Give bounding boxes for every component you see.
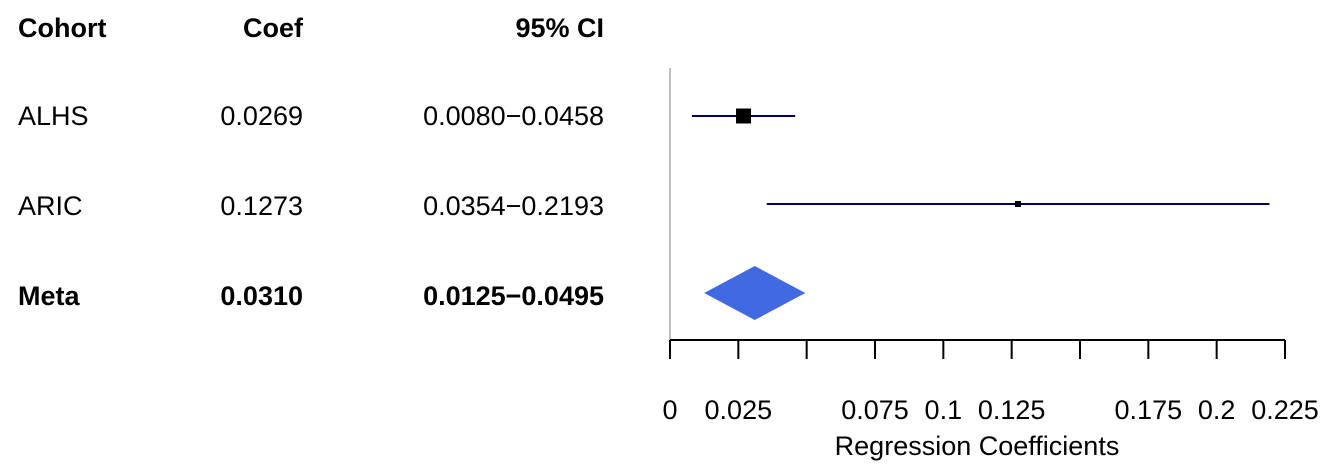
row-aric-ci: 0.0354−0.2193 bbox=[423, 191, 604, 221]
x-tick-label: 0.125 bbox=[978, 395, 1046, 425]
row-aric-coef: 0.1273 bbox=[220, 191, 303, 221]
row-alhs-cohort: ALHS bbox=[18, 101, 89, 131]
x-tick-label: 0.1 bbox=[925, 395, 963, 425]
header-ci: 95% CI bbox=[515, 13, 604, 43]
estimate-marker-alhs bbox=[736, 108, 752, 124]
x-axis-ticks bbox=[669, 340, 1286, 359]
x-axis-tick-labels: 0 0.025 0.075 0.1 0.125 0.175 0.2 0.225 bbox=[662, 395, 1318, 425]
x-tick-label: 0.025 bbox=[705, 395, 773, 425]
study-estimates bbox=[691, 108, 1270, 207]
meta-summary-diamond bbox=[704, 266, 806, 320]
x-tick-label: 0.225 bbox=[1251, 395, 1319, 425]
x-tick-label: 0.2 bbox=[1198, 395, 1236, 425]
row-alhs-ci: 0.0080−0.0458 bbox=[423, 101, 604, 131]
header-cohort: Cohort bbox=[18, 13, 107, 43]
row-meta-cohort: Meta bbox=[18, 281, 80, 311]
header-coef: Coef bbox=[243, 13, 303, 43]
row-meta-ci: 0.0125−0.0495 bbox=[423, 281, 604, 311]
x-tick-label: 0 bbox=[662, 395, 677, 425]
row-meta-coef: 0.0310 bbox=[220, 281, 303, 311]
row-alhs-coef: 0.0269 bbox=[220, 101, 303, 131]
x-tick-label: 0.175 bbox=[1115, 395, 1183, 425]
x-axis-title: Regression Coefficients bbox=[835, 431, 1120, 461]
row-aric-cohort: ARIC bbox=[18, 191, 83, 221]
x-tick-label: 0.075 bbox=[841, 395, 909, 425]
estimate-marker-aric bbox=[1014, 201, 1021, 207]
